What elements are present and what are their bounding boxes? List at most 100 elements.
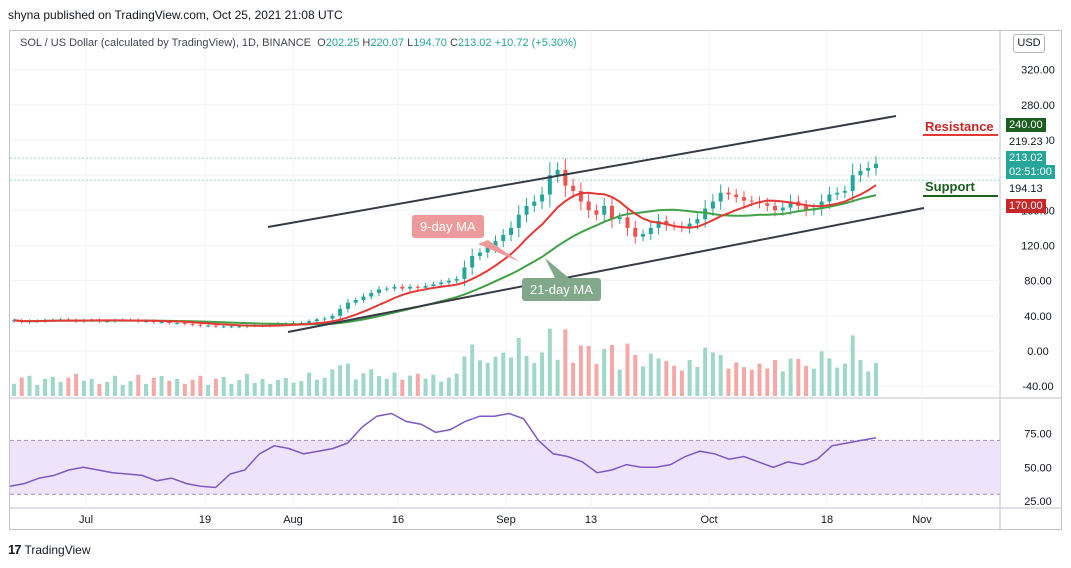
time-tick-label: 18 <box>821 514 833 526</box>
volume-bar <box>578 345 583 396</box>
candle-body <box>415 286 420 288</box>
time-tick-label: Jul <box>79 514 93 526</box>
volume-bar <box>524 356 529 396</box>
high-label: H <box>362 37 371 49</box>
volume-bar <box>850 335 855 396</box>
volume-bar <box>586 346 591 396</box>
volume-bar <box>726 368 731 396</box>
candle-body <box>850 175 855 191</box>
volume-bar <box>175 379 180 396</box>
volume-bar <box>485 362 490 396</box>
candle-body <box>221 326 226 328</box>
candle-body <box>493 241 498 248</box>
time-tick-label: Sep <box>496 514 516 526</box>
candle-body <box>571 185 576 191</box>
volume-bar <box>718 355 723 396</box>
last-price-tag: 213.02 <box>1006 151 1046 165</box>
ma21-annotation: 21-day MA <box>522 278 601 301</box>
candle-body <box>229 326 234 328</box>
volume-bar <box>237 380 242 396</box>
volume-bar <box>439 381 444 396</box>
candle-body <box>625 217 630 228</box>
volume-bar <box>213 378 218 396</box>
volume-bar <box>602 349 607 396</box>
volume-bar <box>384 378 389 396</box>
volume-bar <box>190 379 195 396</box>
volume-bar <box>408 375 413 396</box>
high-value: 220.07 <box>370 37 405 49</box>
candle-body <box>509 227 514 235</box>
candle-body <box>819 201 824 209</box>
volume-bar <box>369 369 374 396</box>
candle-body <box>446 280 451 283</box>
candle-body <box>353 300 358 303</box>
candle-body <box>788 201 793 208</box>
volume-bar <box>796 359 801 396</box>
volume-bar <box>198 375 203 396</box>
volume-bar <box>641 366 646 396</box>
volume-bar <box>252 383 257 396</box>
time-tick-label: Nov <box>912 514 932 526</box>
volume-bar <box>182 383 187 396</box>
volume-bar <box>221 377 226 396</box>
chart-frame[interactable] <box>9 30 1062 530</box>
volume-bar <box>392 372 397 396</box>
candle-body <box>159 322 164 324</box>
volume-bar <box>757 363 762 396</box>
ma9-pointer <box>478 240 520 262</box>
candle-body <box>322 318 327 320</box>
volume-bar <box>89 379 94 396</box>
support-price-tag: 170.00 <box>1006 199 1046 213</box>
volume-bar <box>547 328 552 396</box>
footer: 17 TradingView <box>8 542 91 557</box>
price-tick-label: 280.00 <box>1021 100 1055 112</box>
candle-body <box>842 190 847 193</box>
candle-body <box>765 203 770 206</box>
countdown-tag: 02:51:00 <box>1006 165 1055 179</box>
candle-body <box>408 286 413 289</box>
candle-body <box>376 289 381 293</box>
volume-bar <box>555 359 560 396</box>
symbol-title: SOL / US Dollar (calculated by TradingVi… <box>20 37 312 49</box>
volume-bar <box>260 379 265 396</box>
resistance-price-tag: 240.00 <box>1006 118 1046 132</box>
volume-bar <box>206 385 211 396</box>
price-tick-label: 40.00 <box>1024 311 1052 323</box>
volume-bar <box>446 377 451 396</box>
volume-bar <box>151 377 156 396</box>
rsi-band <box>10 440 1000 495</box>
candle-body <box>602 205 607 215</box>
open-label: O <box>317 37 326 49</box>
volume-bar <box>376 376 381 396</box>
candle-body <box>858 170 863 176</box>
volume-bar <box>159 376 164 396</box>
time-tick-label: 16 <box>392 514 404 526</box>
price-tick-label: 80.00 <box>1024 276 1052 288</box>
time-tick-label: 19 <box>199 514 211 526</box>
change-value: +10.72 (+5.30%) <box>494 37 577 49</box>
candle-body <box>198 324 203 326</box>
volume-bar <box>749 369 754 396</box>
high-price-tag: 219.23 <box>1006 135 1046 149</box>
volume-bar <box>804 366 809 396</box>
volume-bar <box>283 378 288 396</box>
candle-body <box>726 192 731 195</box>
close-label: C <box>449 37 458 49</box>
volume-bar <box>314 379 319 396</box>
candle-body <box>392 286 397 289</box>
volume-bar <box>532 363 537 396</box>
candle-body <box>470 256 475 268</box>
symbol-legend: SOL / US Dollar (calculated by TradingVi… <box>20 37 577 49</box>
candle-body <box>617 217 622 220</box>
volume-bar <box>128 381 133 396</box>
resistance-label: Resistance <box>925 119 994 134</box>
volume-bar <box>167 380 172 396</box>
footer-brand[interactable]: TradingView <box>24 542 91 557</box>
time-tick-label: Aug <box>283 514 303 526</box>
volume-bar <box>43 378 48 396</box>
currency-button[interactable]: USD <box>1013 34 1045 53</box>
candle-body <box>423 285 428 288</box>
volume-bar <box>695 367 700 396</box>
volume-bar <box>307 372 312 396</box>
